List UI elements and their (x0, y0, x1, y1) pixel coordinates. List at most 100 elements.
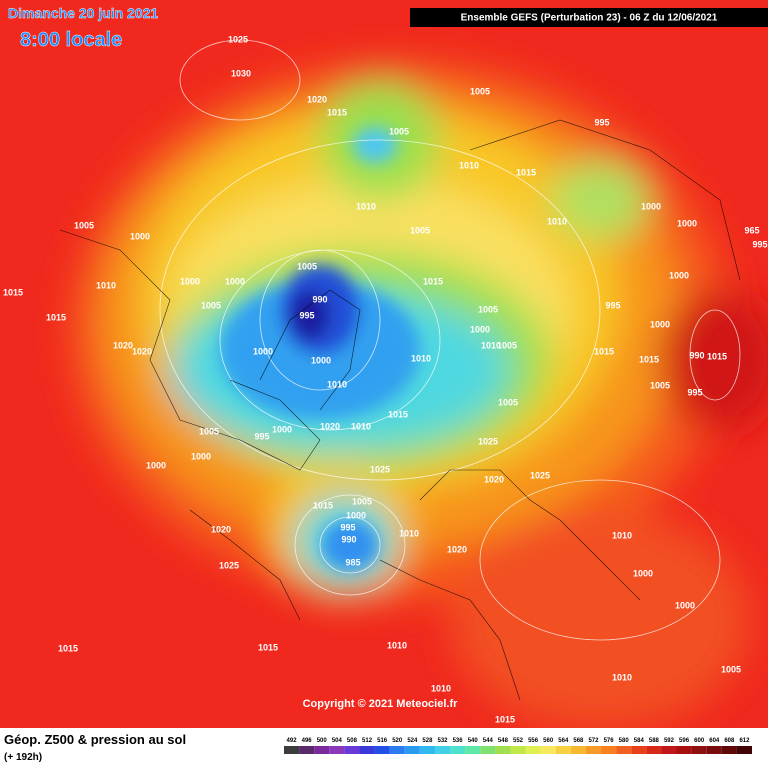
isobar-label: 1015 (495, 714, 515, 724)
isobar-label: 965 (744, 225, 759, 235)
scale-label: 580 (619, 738, 630, 744)
scale-label: 500 (317, 738, 328, 744)
scale-label: 588 (649, 738, 660, 744)
isobar-label: 1010 (431, 683, 451, 693)
isobar-label: 1000 (669, 270, 689, 280)
isobar-label: 1020 (113, 340, 133, 350)
scale-swatch (616, 746, 632, 754)
scale-label: 596 (679, 738, 690, 744)
scale-swatch (329, 746, 345, 754)
isobar-label: 990 (341, 534, 356, 544)
isobar-label: 1010 (612, 530, 632, 540)
scale-label: 600 (694, 738, 705, 744)
scale-swatch (510, 746, 526, 754)
scale-swatch (736, 746, 752, 754)
scale-label: 520 (392, 738, 403, 744)
color-scale: 492 496 500 504 508 512 516 520 524 528 532 536 540 5… (284, 738, 752, 754)
isobar-label: 1000 (470, 324, 490, 334)
isobar-label: 1010 (351, 421, 371, 431)
isobar-label: 1020 (447, 544, 467, 554)
scale-swatch (540, 746, 556, 754)
isobar-label: 1000 (225, 276, 245, 286)
run-box (410, 8, 768, 27)
scale-swatch (465, 746, 481, 754)
scale-swatch (359, 746, 375, 754)
isobar-label: 1015 (313, 500, 333, 510)
isobar-label: 995 (254, 431, 269, 441)
scale-swatch (661, 746, 677, 754)
isobar-label: 995 (687, 387, 702, 397)
isobar-label: 1010 (547, 216, 567, 226)
isobar-label: 1000 (191, 451, 211, 461)
scale-swatch (314, 746, 330, 754)
isobar-label: 1020 (484, 474, 504, 484)
isobar-label: 1005 (478, 304, 498, 314)
scale-label: 584 (634, 738, 645, 744)
scale-swatch (284, 746, 300, 754)
isobar-label: 1000 (633, 568, 653, 578)
scale-label: 592 (664, 738, 675, 744)
isobar-label: 1000 (130, 231, 150, 241)
isobar-label: 995 (605, 300, 620, 310)
coastlines (59, 119, 741, 701)
scale-label: 504 (332, 738, 343, 744)
isobar-label: 1005 (410, 225, 430, 235)
scale-label: 560 (543, 738, 554, 744)
scale-swatch (344, 746, 360, 754)
isobar-label: 995 (340, 522, 355, 532)
isobar-label: 995 (299, 310, 314, 320)
isobar-label: 1000 (311, 355, 331, 365)
isobar-label: 990 (689, 350, 704, 360)
scale-label: 564 (558, 738, 569, 744)
isobar-label: 1010 (612, 672, 632, 682)
scale-label: 528 (422, 738, 433, 744)
isobar-label: 1005 (470, 86, 490, 96)
scale-swatch (631, 746, 647, 754)
scale-swatch (646, 746, 662, 754)
scale-label: 552 (513, 738, 524, 744)
lead-time: (+ 192h) (4, 752, 42, 763)
isobar-label: 1010 (387, 640, 407, 650)
isobar-label: 1000 (253, 346, 273, 356)
isobar-label: 1020 (211, 524, 231, 534)
scale-swatch (374, 746, 390, 754)
isobar-label: 1015 (258, 642, 278, 652)
copyright: Copyright © 2021 Meteociel.fr (303, 698, 459, 710)
isobar-label: 1005 (297, 261, 317, 271)
isobar-label: 1010 (459, 160, 479, 170)
scale-label: 532 (438, 738, 449, 744)
isobar-label: 1000 (677, 218, 697, 228)
isobar-label: 1015 (3, 287, 23, 297)
scale-label: 612 (739, 738, 750, 744)
isobar-label: 1025 (478, 436, 498, 446)
isobar-label: 995 (752, 239, 767, 249)
isobar-label: 1015 (516, 167, 536, 177)
isobar-label: 985 (345, 557, 360, 567)
isobar-label: 1020 (307, 94, 327, 104)
scale-swatch (419, 746, 435, 754)
scale-swatch (570, 746, 586, 754)
low-cores (220, 127, 420, 570)
scale-label: 524 (407, 738, 418, 744)
isobar-label: 995 (594, 117, 609, 127)
isobar-label: 1005 (201, 300, 221, 310)
scale-swatch (434, 746, 451, 754)
scale-label: 548 (498, 738, 509, 744)
scale-swatch (404, 746, 420, 754)
isobar-label: 1015 (327, 107, 347, 117)
scale-label: 544 (483, 738, 494, 744)
isobar-label: 1010 (399, 528, 419, 538)
scale-swatch (495, 746, 511, 754)
isobar-label: 1025 (530, 470, 550, 480)
isobar-label: 1010 (327, 379, 347, 389)
isobar-label: 1025 (228, 34, 248, 44)
scale-swatch (480, 746, 496, 754)
isobar-label: 1005 (199, 426, 219, 436)
isobar-label: 990 (312, 294, 327, 304)
scale-label: 572 (588, 738, 599, 744)
isobar-label: 1000 (650, 319, 670, 329)
isobar-label: 1025 (370, 464, 390, 474)
isobar-label: 1030 (231, 68, 251, 78)
scale-label: 512 (362, 738, 373, 744)
isobar-label: 1015 (58, 643, 78, 653)
